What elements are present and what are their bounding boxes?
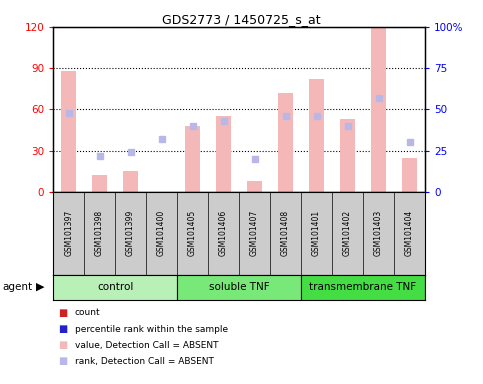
Text: ■: ■: [58, 340, 67, 350]
Text: value, Detection Call = ABSENT: value, Detection Call = ABSENT: [75, 341, 218, 350]
Bar: [402, 157, 417, 192]
Text: rank, Detection Call = ABSENT: rank, Detection Call = ABSENT: [75, 357, 214, 366]
Bar: [247, 181, 262, 192]
Text: GSM101407: GSM101407: [250, 210, 259, 257]
Bar: [185, 126, 200, 192]
Text: GSM101406: GSM101406: [219, 210, 228, 257]
Text: GSM101397: GSM101397: [64, 210, 73, 257]
Text: GSM101401: GSM101401: [312, 210, 321, 257]
Text: soluble TNF: soluble TNF: [209, 282, 270, 292]
Text: control: control: [97, 282, 133, 292]
Text: ■: ■: [58, 324, 67, 334]
Text: GSM101402: GSM101402: [343, 210, 352, 257]
Bar: [123, 171, 138, 192]
Bar: [216, 116, 231, 192]
Bar: [340, 119, 355, 192]
Bar: [278, 93, 293, 192]
Bar: [177, 275, 301, 300]
Text: agent: agent: [2, 282, 32, 292]
Bar: [301, 275, 425, 300]
Text: ▶: ▶: [36, 282, 44, 292]
Text: GSM101404: GSM101404: [405, 210, 414, 257]
Bar: [309, 79, 324, 192]
Text: percentile rank within the sample: percentile rank within the sample: [75, 324, 228, 334]
Bar: [61, 71, 76, 192]
Text: transmembrane TNF: transmembrane TNF: [310, 282, 417, 292]
Text: GSM101398: GSM101398: [95, 210, 104, 257]
Text: GSM101399: GSM101399: [126, 210, 135, 257]
Text: count: count: [75, 308, 100, 318]
Bar: [371, 27, 386, 192]
Text: GDS2773 / 1450725_s_at: GDS2773 / 1450725_s_at: [162, 13, 321, 26]
Text: ■: ■: [58, 356, 67, 366]
Text: GSM101408: GSM101408: [281, 210, 290, 257]
Bar: [53, 275, 177, 300]
Text: GSM101403: GSM101403: [374, 210, 383, 257]
Text: ■: ■: [58, 308, 67, 318]
Text: GSM101405: GSM101405: [188, 210, 197, 257]
Bar: [92, 175, 107, 192]
Text: GSM101400: GSM101400: [157, 210, 166, 257]
